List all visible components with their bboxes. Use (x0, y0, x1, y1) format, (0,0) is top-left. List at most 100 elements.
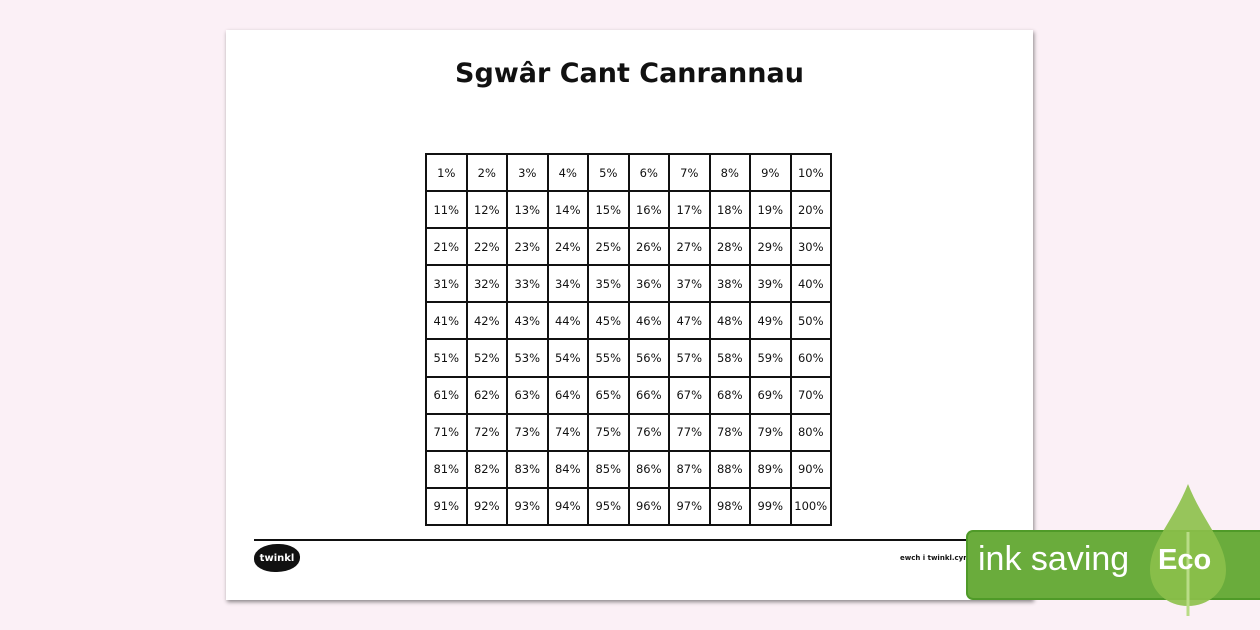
grid-cell: 5% (589, 155, 630, 193)
grid-cell: 66% (629, 377, 670, 415)
grid-cell: 82% (467, 451, 508, 489)
grid-cell: 28% (710, 229, 751, 267)
grid-cell: 52% (467, 340, 508, 378)
grid-cell: 83% (508, 451, 549, 489)
grid-cell: 75% (589, 414, 630, 452)
grid-cell: 73% (508, 414, 549, 452)
grid-cell: 1% (427, 155, 468, 193)
grid-cell: 29% (751, 229, 792, 267)
grid-cell: 87% (670, 451, 711, 489)
grid-cell: 78% (710, 414, 751, 452)
grid-cell: 41% (427, 303, 468, 341)
grid-cell: 19% (751, 192, 792, 230)
grid-cell: 9% (751, 155, 792, 193)
grid-cell: 37% (670, 266, 711, 304)
grid-cell: 76% (629, 414, 670, 452)
grid-cell: 7% (670, 155, 711, 193)
grid-cell: 39% (751, 266, 792, 304)
grid-cell: 4% (548, 155, 589, 193)
grid-cell: 60% (791, 340, 832, 378)
grid-cell: 35% (589, 266, 630, 304)
grid-cell: 64% (548, 377, 589, 415)
grid-cell: 77% (670, 414, 711, 452)
grid-cell: 8% (710, 155, 751, 193)
grid-cell: 44% (548, 303, 589, 341)
grid-cell: 13% (508, 192, 549, 230)
worksheet-page: Sgwâr Cant Canrannau 1% 2% 3% 4% 5% 6% 7% 8% 9% 1… (226, 30, 1033, 600)
leaf-icon (1150, 484, 1226, 616)
grid-cell: 99% (751, 488, 792, 526)
grid-cell: 68% (710, 377, 751, 415)
grid-cell: 38% (710, 266, 751, 304)
grid-cell: 65% (589, 377, 630, 415)
grid-cell: 46% (629, 303, 670, 341)
grid-cell: 10% (791, 155, 832, 193)
grid-cell: 74% (548, 414, 589, 452)
grid-cell: 84% (548, 451, 589, 489)
grid-cell: 12% (467, 192, 508, 230)
grid-cell: 22% (467, 229, 508, 267)
grid-cell: 2% (467, 155, 508, 193)
grid-cell: 90% (791, 451, 832, 489)
grid-cell: 43% (508, 303, 549, 341)
hundred-square-grid: 1% 2% 3% 4% 5% 6% 7% 8% 9% 10% 11% 12% 13% 14% 15% 16% 1… (425, 153, 832, 526)
grid-cell: 95% (589, 488, 630, 526)
grid-cell: 17% (670, 192, 711, 230)
grid-cell: 58% (710, 340, 751, 378)
grid-cell: 30% (791, 229, 832, 267)
grid-cell: 31% (427, 266, 468, 304)
grid-cell: 25% (589, 229, 630, 267)
grid-cell: 71% (427, 414, 468, 452)
grid-cell: 23% (508, 229, 549, 267)
grid-cell: 92% (467, 488, 508, 526)
grid-cell: 45% (589, 303, 630, 341)
grid-cell: 93% (508, 488, 549, 526)
badge-text: ink saving (978, 540, 1130, 578)
grid-cell: 94% (548, 488, 589, 526)
grid-cell: 96% (629, 488, 670, 526)
grid-cell: 47% (670, 303, 711, 341)
grid-cell: 57% (670, 340, 711, 378)
grid-cell: 14% (548, 192, 589, 230)
grid-cell: 85% (589, 451, 630, 489)
grid-cell: 67% (670, 377, 711, 415)
grid-cell: 97% (670, 488, 711, 526)
twinkl-logo: twinkl (254, 544, 300, 572)
grid-cell: 48% (710, 303, 751, 341)
eco-label: Eco (1158, 544, 1212, 576)
grid-cell: 63% (508, 377, 549, 415)
grid-cell: 70% (791, 377, 832, 415)
grid-cell: 100% (791, 488, 832, 526)
grid-cell: 98% (710, 488, 751, 526)
grid-cell: 62% (467, 377, 508, 415)
grid-cell: 42% (467, 303, 508, 341)
grid-cell: 54% (548, 340, 589, 378)
grid-cell: 20% (791, 192, 832, 230)
grid-cell: 34% (548, 266, 589, 304)
grid-cell: 6% (629, 155, 670, 193)
page-title: Sgwâr Cant Canrannau (455, 58, 804, 89)
grid-cell: 21% (427, 229, 468, 267)
grid-cell: 33% (508, 266, 549, 304)
grid-cell: 49% (751, 303, 792, 341)
grid-cell: 56% (629, 340, 670, 378)
grid-cell: 80% (791, 414, 832, 452)
grid-cell: 51% (427, 340, 468, 378)
footer-link[interactable]: ewch i twinkl.cymru (900, 554, 979, 562)
grid-cell: 16% (629, 192, 670, 230)
grid-cell: 86% (629, 451, 670, 489)
grid-cell: 81% (427, 451, 468, 489)
grid-cell: 59% (751, 340, 792, 378)
grid-cell: 53% (508, 340, 549, 378)
grid-cell: 32% (467, 266, 508, 304)
footer-divider (254, 539, 1014, 541)
grid-cell: 55% (589, 340, 630, 378)
grid-cell: 18% (710, 192, 751, 230)
grid-cell: 72% (467, 414, 508, 452)
grid-cell: 26% (629, 229, 670, 267)
grid-cell: 15% (589, 192, 630, 230)
grid-cell: 24% (548, 229, 589, 267)
grid-cell: 69% (751, 377, 792, 415)
grid-cell: 61% (427, 377, 468, 415)
grid-cell: 40% (791, 266, 832, 304)
